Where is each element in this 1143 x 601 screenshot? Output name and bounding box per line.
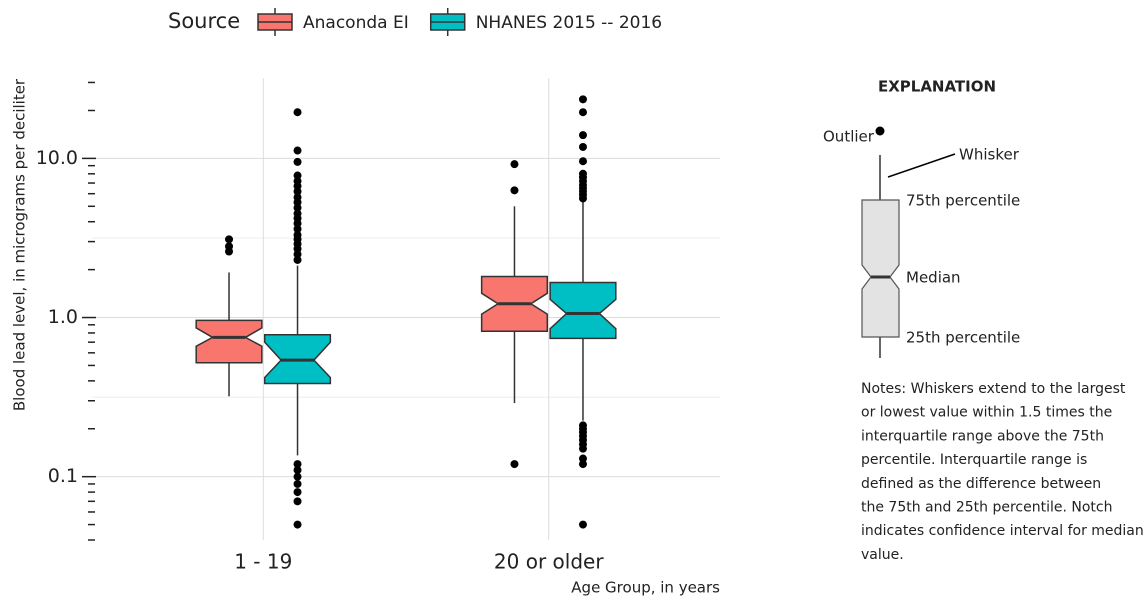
explanation: EXPLANATION Outlier Whisker 75th percent…	[823, 78, 1143, 563]
note-line: value.	[861, 547, 904, 563]
box	[195, 319, 263, 364]
outlier	[578, 520, 587, 529]
outlier	[293, 460, 302, 469]
schematic-box	[861, 199, 900, 338]
legend-label: Anaconda EI	[303, 13, 409, 33]
outlier	[293, 146, 302, 155]
note-line: the 75th and 25th percentile. Notch	[861, 500, 1112, 516]
outlier	[293, 193, 302, 202]
outlier	[578, 142, 587, 151]
outlier	[293, 520, 302, 529]
outlier	[578, 108, 587, 117]
outlier	[578, 444, 587, 453]
outlier	[225, 235, 234, 244]
notes: Notes: Whiskers extend to the largest or …	[861, 381, 1143, 563]
note-line: Notes: Whiskers extend to the largest	[861, 381, 1126, 397]
legend-label: NHANES 2015 -- 2016	[476, 13, 662, 33]
outlier	[293, 255, 302, 264]
note-line: interquartile range above the 75th	[861, 428, 1104, 444]
grid	[92, 78, 720, 540]
outlier	[578, 95, 587, 104]
x-tick-label: 20 or older	[494, 550, 604, 574]
outlier	[293, 225, 302, 234]
note-line: percentile. Interquartile range is	[861, 452, 1087, 468]
outlier	[293, 472, 302, 481]
outlier	[510, 460, 519, 469]
x-axis-title: Age Group, in years	[571, 579, 720, 597]
y-tick-label: 1.0	[48, 306, 78, 328]
outlier	[578, 454, 587, 463]
p75-label: 75th percentile	[906, 192, 1020, 210]
outlier	[293, 157, 302, 166]
y-tick-label: 10.0	[36, 147, 78, 169]
outlier	[578, 460, 587, 469]
outlier	[293, 171, 302, 180]
outlier	[293, 488, 302, 497]
outlier	[293, 108, 302, 117]
y-tick-label: 0.1	[48, 465, 78, 487]
x-tick-label: 1 - 19	[234, 550, 292, 574]
note-line: defined as the difference between	[861, 476, 1101, 492]
note-line: or lowest value within 1.5 times the	[861, 405, 1112, 421]
outlier	[578, 169, 587, 178]
outlier	[293, 231, 302, 240]
p25-label: 25th percentile	[906, 329, 1020, 347]
whisker-label: Whisker	[959, 146, 1020, 164]
y-axis-title: Blood lead level, in micrograms per deci…	[11, 78, 29, 411]
outlier	[225, 247, 234, 256]
outlier	[293, 497, 302, 506]
legend-title: Source	[168, 9, 240, 33]
outlier	[510, 160, 519, 169]
outlier	[293, 466, 302, 475]
outlier-label: Outlier	[823, 128, 875, 146]
outlier	[578, 131, 587, 140]
median-label: Median	[906, 269, 961, 287]
note-line: indicates confidence interval for median	[861, 523, 1143, 539]
outlier	[293, 177, 302, 186]
schematic-outlier	[875, 126, 885, 136]
outlier	[293, 209, 302, 218]
box	[549, 281, 617, 340]
outlier	[510, 186, 519, 195]
outlier	[578, 157, 587, 166]
pointer	[887, 153, 956, 178]
explanation-title: EXPLANATION	[878, 78, 996, 96]
outlier	[293, 479, 302, 488]
